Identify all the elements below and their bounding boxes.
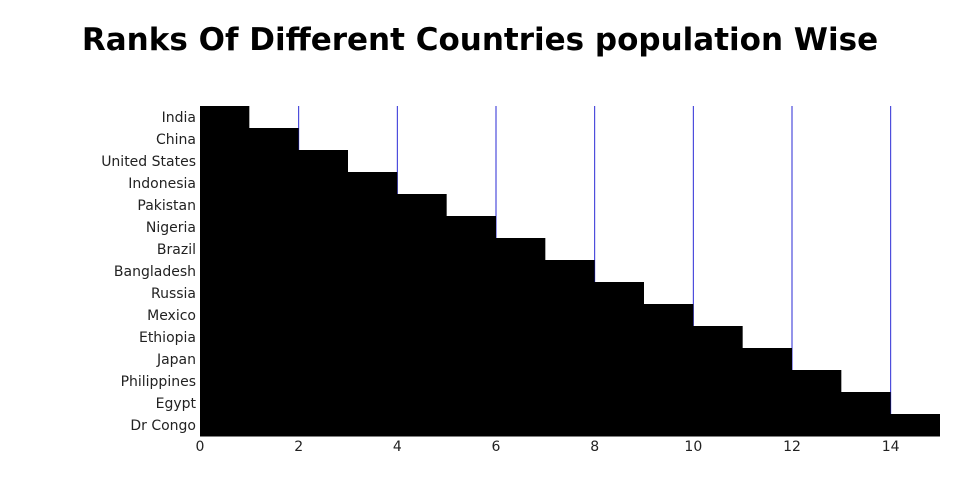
- bar: [200, 392, 891, 415]
- category-label: China: [156, 132, 196, 148]
- bar: [200, 348, 792, 371]
- bar: [200, 260, 595, 283]
- category-label: Indonesia: [128, 176, 196, 192]
- category-label: Ethiopia: [139, 330, 196, 346]
- x-tick-label: 10: [684, 439, 702, 455]
- category-label: Mexico: [147, 308, 196, 324]
- category-label: Nigeria: [146, 220, 196, 236]
- chart-title: Ranks Of Different Countries population …: [81, 22, 879, 58]
- bar: [200, 106, 250, 129]
- x-tick-label: 2: [294, 439, 303, 455]
- x-tick-label: 8: [590, 439, 599, 455]
- bar: [200, 370, 842, 393]
- category-label: Pakistan: [137, 198, 196, 214]
- category-label: United States: [101, 154, 196, 170]
- bar: [200, 414, 940, 437]
- bar: [200, 238, 546, 261]
- category-label: India: [162, 110, 196, 126]
- category-label: Russia: [151, 286, 196, 302]
- x-tick-label: 14: [882, 439, 900, 455]
- bar: [200, 150, 348, 173]
- category-label: Bangladesh: [114, 264, 196, 280]
- category-label: Japan: [156, 352, 196, 368]
- bar: [200, 304, 694, 327]
- bar: [200, 128, 299, 151]
- bar: [200, 216, 496, 239]
- x-tick-label: 4: [393, 439, 402, 455]
- bar: [200, 194, 447, 217]
- x-tick-label: 12: [783, 439, 801, 455]
- x-tick-label: 6: [492, 439, 501, 455]
- bar: [200, 172, 398, 195]
- category-label: Dr Congo: [130, 418, 196, 434]
- category-label: Egypt: [156, 396, 197, 412]
- x-tick-label: 0: [196, 439, 205, 455]
- category-label: Brazil: [157, 242, 196, 258]
- bar: [200, 282, 644, 305]
- bar: [200, 326, 743, 349]
- category-label: Philippines: [121, 374, 196, 390]
